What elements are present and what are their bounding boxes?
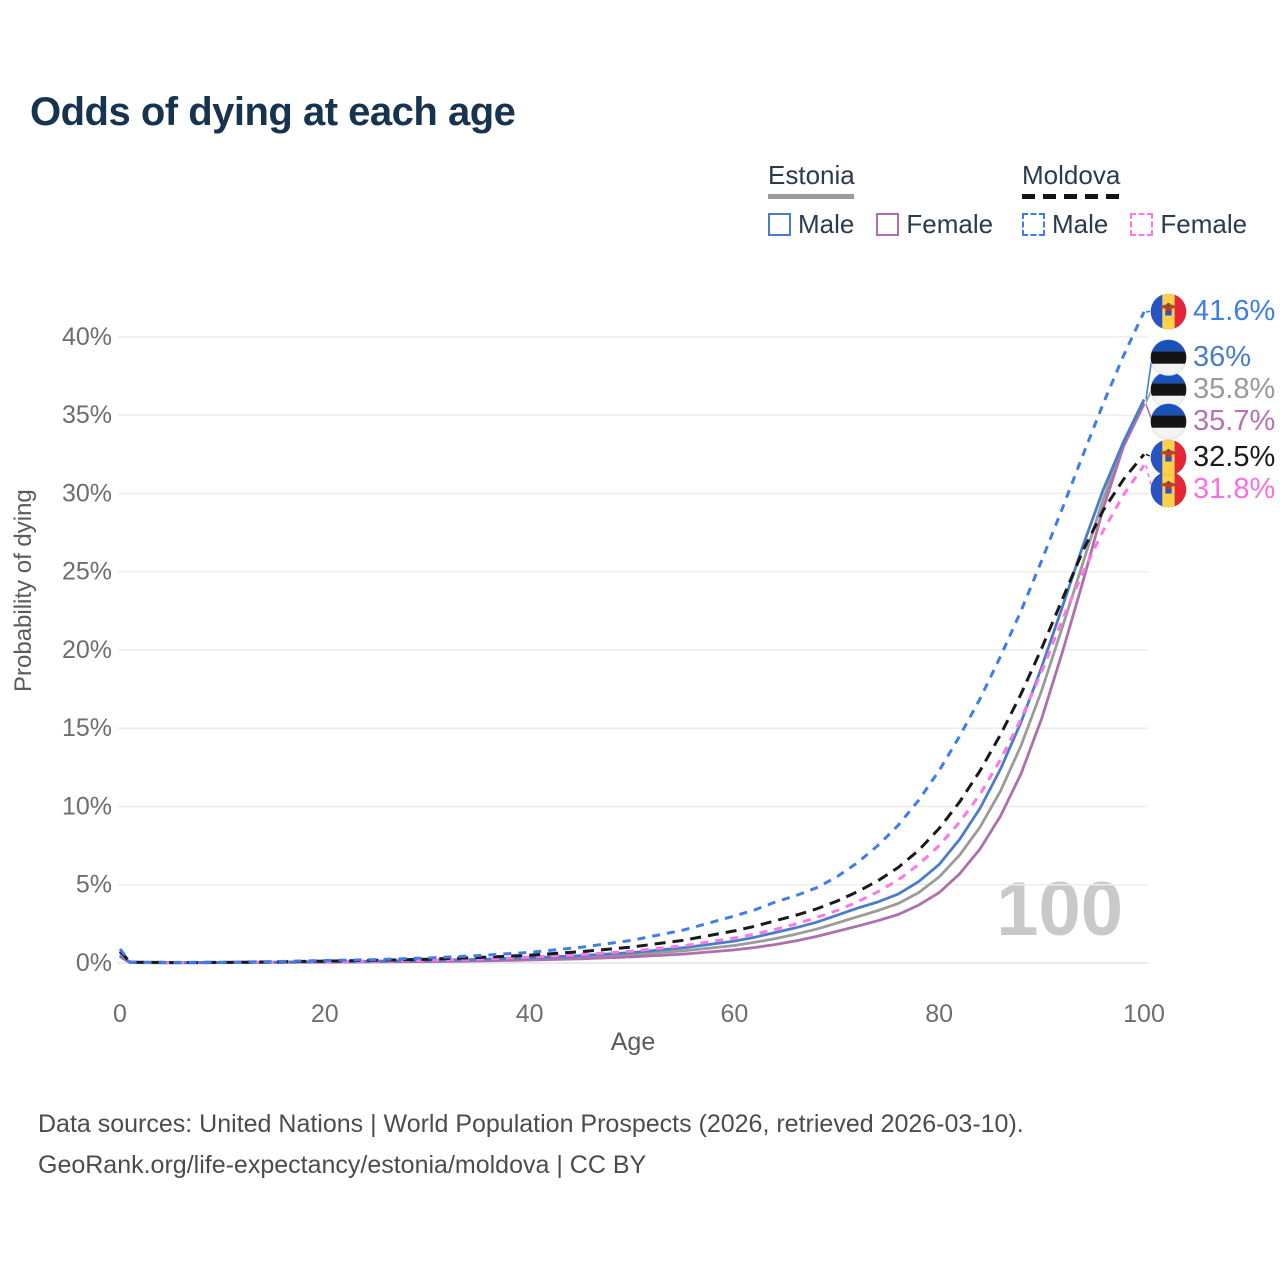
flag-icon-moldova (1150, 292, 1187, 330)
legend: Estonia Male Female Moldova Male (0, 160, 1280, 240)
end-label-moldova-male: 41.6% (1150, 292, 1275, 330)
y-tick-label: 20% (62, 636, 112, 664)
y-tick-label: 35% (62, 401, 112, 429)
x-tick-label: 0 (113, 1000, 127, 1028)
series-line-moldova-both (118, 453, 1146, 964)
end-label-estonia-female: 35.7% (1150, 402, 1275, 440)
legend-label: Female (1160, 209, 1248, 239)
footer-sources: Data sources: United Nations | World Pop… (38, 1110, 1024, 1138)
flag-icon-moldova (1150, 438, 1187, 476)
footer: Data sources: United Nations | World Pop… (38, 1104, 1024, 1185)
estonia-line-style-swatch (768, 194, 854, 199)
end-label-moldova-both: 32.5% (1150, 438, 1275, 476)
x-tick-label: 80 (925, 1000, 953, 1028)
end-label-estonia-both: 35.8% (1150, 370, 1275, 408)
legend-label: Female (906, 209, 994, 239)
legend-group-estonia: Estonia Male Female (768, 160, 993, 240)
end-label-value: 35.7% (1193, 404, 1276, 437)
legend-item-estonia-male[interactable]: Male (768, 209, 854, 240)
x-axis-title: Age (610, 1028, 656, 1056)
estonia-female-swatch (876, 213, 900, 236)
legend-group-moldova: Moldova Male Female (1022, 160, 1247, 240)
x-tick-label: 40 (516, 1000, 544, 1028)
plot-area[interactable] (120, 300, 1148, 963)
end-label-value: 31.8% (1193, 472, 1276, 505)
x-tick-label: 20 (311, 1000, 339, 1028)
footer-link: GeoRank.org/life-expectancy/estonia/mold… (38, 1150, 647, 1179)
flag-icon-moldova (1150, 470, 1187, 508)
x-tick-label: 60 (720, 1000, 748, 1028)
legend-country-estonia[interactable]: Estonia (768, 160, 855, 190)
end-label-value: 36% (1193, 340, 1252, 373)
page-title: Odds of dying at each age (30, 90, 516, 134)
series-line-moldova-female (118, 464, 1146, 965)
flag-icon-estonia (1150, 402, 1187, 440)
end-label-value: 35.8% (1193, 372, 1276, 405)
y-tick-label: 0% (76, 949, 112, 977)
estonia-male-swatch (768, 213, 791, 236)
flag-icon-estonia (1150, 338, 1187, 376)
y-tick-label: 40% (62, 323, 112, 351)
end-label-value: 32.5% (1193, 440, 1276, 473)
legend-label: Male (798, 209, 855, 239)
end-label-estonia-male: 36% (1150, 338, 1251, 376)
moldova-line-style-swatch (1022, 194, 1124, 199)
y-tick-label: 5% (76, 871, 112, 899)
x-tick-label: 100 (1123, 1000, 1165, 1028)
moldova-male-swatch (1022, 213, 1045, 236)
legend-country-moldova[interactable]: Moldova (1022, 160, 1121, 190)
legend-item-moldova-male[interactable]: Male (1022, 209, 1108, 240)
legend-label: Male (1052, 209, 1109, 239)
y-tick-label: 25% (62, 558, 112, 586)
y-tick-label: 10% (62, 792, 112, 820)
end-label-moldova-female: 31.8% (1150, 470, 1275, 508)
end-label-value: 41.6% (1193, 294, 1276, 327)
moldova-female-swatch (1130, 213, 1154, 236)
y-tick-label: 15% (62, 714, 112, 742)
legend-item-moldova-female[interactable]: Female (1130, 209, 1247, 240)
legend-item-estonia-female[interactable]: Female (876, 209, 993, 240)
y-tick-label: 30% (62, 479, 112, 507)
